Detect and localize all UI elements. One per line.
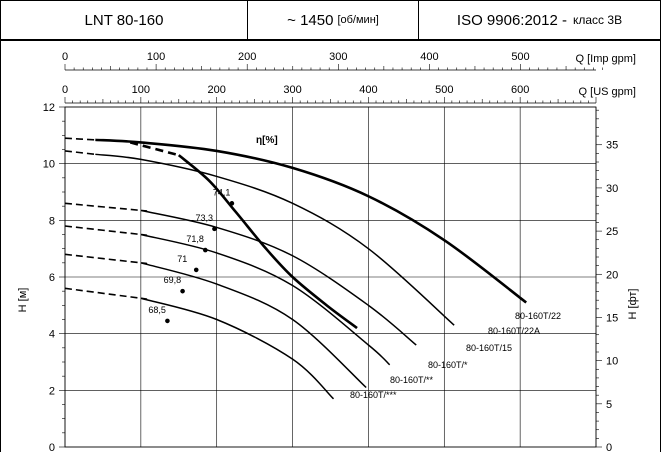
pump-curve-80-160T/*** (140, 297, 335, 400)
y-tick-label-left: 8 (49, 215, 55, 227)
x-tick-label-imp: 300 (329, 51, 347, 63)
efficiency-point (229, 201, 235, 206)
labels: 80-160T/22 80-160T/22A 80-160T/15 80-160T/*… (148, 187, 561, 400)
efficiency-point-label: 68,5 (148, 305, 166, 315)
x-tick-label-imp: 200 (238, 51, 256, 63)
speed-cell: ~ 1450 [об/мин] (247, 0, 419, 40)
y-tick-label-left: 12 (43, 102, 55, 114)
y-tick-label-right: 15 (606, 312, 618, 324)
x-tick-label-imp: 400 (420, 51, 438, 63)
grid (64, 106, 597, 448)
pump-curve-80-160T/* (140, 233, 391, 366)
series-label: 80-160T/22A (488, 326, 540, 336)
y-tick-label-right: 10 (606, 356, 618, 368)
series-label: 80-160T/* (428, 360, 468, 370)
x-tick-label-us: 200 (208, 84, 226, 96)
pump-curve-startup-80-160T/* (64, 225, 148, 236)
x-tick-label-us: 400 (359, 84, 377, 96)
y-tick-label-left: 4 (49, 329, 55, 341)
efficiency-point (165, 318, 170, 324)
pump-curve-80-160T/** (140, 262, 367, 389)
efficiency-point-label: 71 (177, 254, 187, 264)
pump-curve-startup-80-160T/** (64, 253, 148, 265)
pump-curve-80-160T/15 (140, 209, 417, 346)
pump-curve-80-160T/22 (95, 138, 527, 304)
series-label: 80-160T/** (390, 375, 434, 385)
efficiency-point (180, 288, 185, 294)
pump-curve-startup-80-160T/*** (64, 287, 148, 300)
efficiency-point (193, 267, 199, 273)
y-tick-label-right: 30 (606, 183, 618, 195)
y-tick-label-left: 0 (49, 442, 55, 452)
series-label: 80-160T/22 (515, 311, 561, 321)
pump-curve-startup-80-160T/15 (64, 202, 148, 212)
x-tick-label-imp: 500 (511, 51, 529, 63)
x-axis-label-us: Q [US gpm] (579, 86, 636, 98)
speed-value: ~ 1450 (287, 11, 334, 29)
efficiency-point (212, 226, 217, 232)
y-axis-label-right: H [фт] (627, 289, 639, 320)
y-tick-label-right: 0 (606, 442, 612, 452)
efficiency-point-label: 69,8 (164, 275, 182, 285)
x-tick-label-us: 300 (283, 84, 301, 96)
pump-curve-startup-80-160T/22A (64, 150, 96, 156)
efficiency-curve-startup (129, 141, 180, 157)
y-tick-label-left: 10 (43, 159, 55, 171)
curves (64, 137, 527, 400)
efficiency-point (203, 247, 208, 253)
y-tick-label-right: 25 (606, 226, 618, 238)
standard-label: ISO 9906:2012 - (456, 11, 567, 29)
efficiency-point-label: 71,8 (186, 234, 204, 244)
standard-cell: ISO 9906:2012 - класс 3B (418, 0, 661, 40)
speed-unit: [об/мин] (337, 14, 379, 26)
efficiency-point-label: 73,3 (195, 213, 213, 223)
y-axis-label-left: H [м] (17, 288, 29, 313)
y-tick-label-left: 2 (49, 385, 55, 397)
x-tick-label-us: 100 (132, 84, 150, 96)
efficiency-point-label: 74,1 (213, 187, 231, 197)
y-tick-label-right: 35 (606, 140, 618, 152)
x-tick-label-us: 600 (511, 84, 529, 96)
x-tick-label-imp: 0 (62, 51, 68, 63)
efficiency-label: η[%] (256, 135, 278, 146)
y-tick-label-left: 6 (49, 272, 55, 284)
pump-curve-startup-80-160T/22 (64, 137, 96, 141)
x-tick-label-imp: 100 (147, 51, 165, 63)
pump-curve-80-160T/22A (95, 153, 455, 326)
series-label: 80-160T/*** (350, 390, 397, 400)
model-cell: LNT 80-160 (0, 0, 248, 40)
x-axis-label-imp: Q [Imp gpm] (575, 53, 636, 65)
series-label: 80-160T/15 (466, 343, 512, 353)
model-label: LNT 80-160 (84, 11, 164, 29)
class-label: класс 3B (573, 13, 623, 27)
x-tick-label-us: 500 (435, 84, 453, 96)
efficiency-curve (177, 154, 358, 330)
y-tick-label-right: 5 (606, 399, 612, 411)
y-tick-label-right: 20 (606, 269, 618, 281)
x-tick-label-us: 0 (62, 84, 68, 96)
